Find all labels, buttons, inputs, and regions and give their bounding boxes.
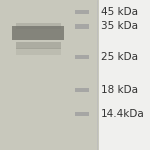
FancyBboxPatch shape	[75, 88, 89, 92]
FancyBboxPatch shape	[16, 48, 60, 55]
FancyBboxPatch shape	[16, 22, 60, 29]
FancyBboxPatch shape	[12, 26, 64, 40]
FancyBboxPatch shape	[75, 10, 89, 14]
Text: 18 kDa: 18 kDa	[101, 85, 138, 95]
Text: 45 kDa: 45 kDa	[101, 7, 138, 17]
Text: 35 kDa: 35 kDa	[101, 21, 138, 31]
FancyBboxPatch shape	[75, 24, 89, 28]
FancyBboxPatch shape	[75, 55, 89, 59]
FancyBboxPatch shape	[16, 42, 60, 49]
FancyBboxPatch shape	[75, 112, 89, 116]
Text: 25 kDa: 25 kDa	[101, 52, 138, 62]
FancyBboxPatch shape	[0, 0, 99, 150]
Text: 14.4kDa: 14.4kDa	[101, 109, 144, 119]
